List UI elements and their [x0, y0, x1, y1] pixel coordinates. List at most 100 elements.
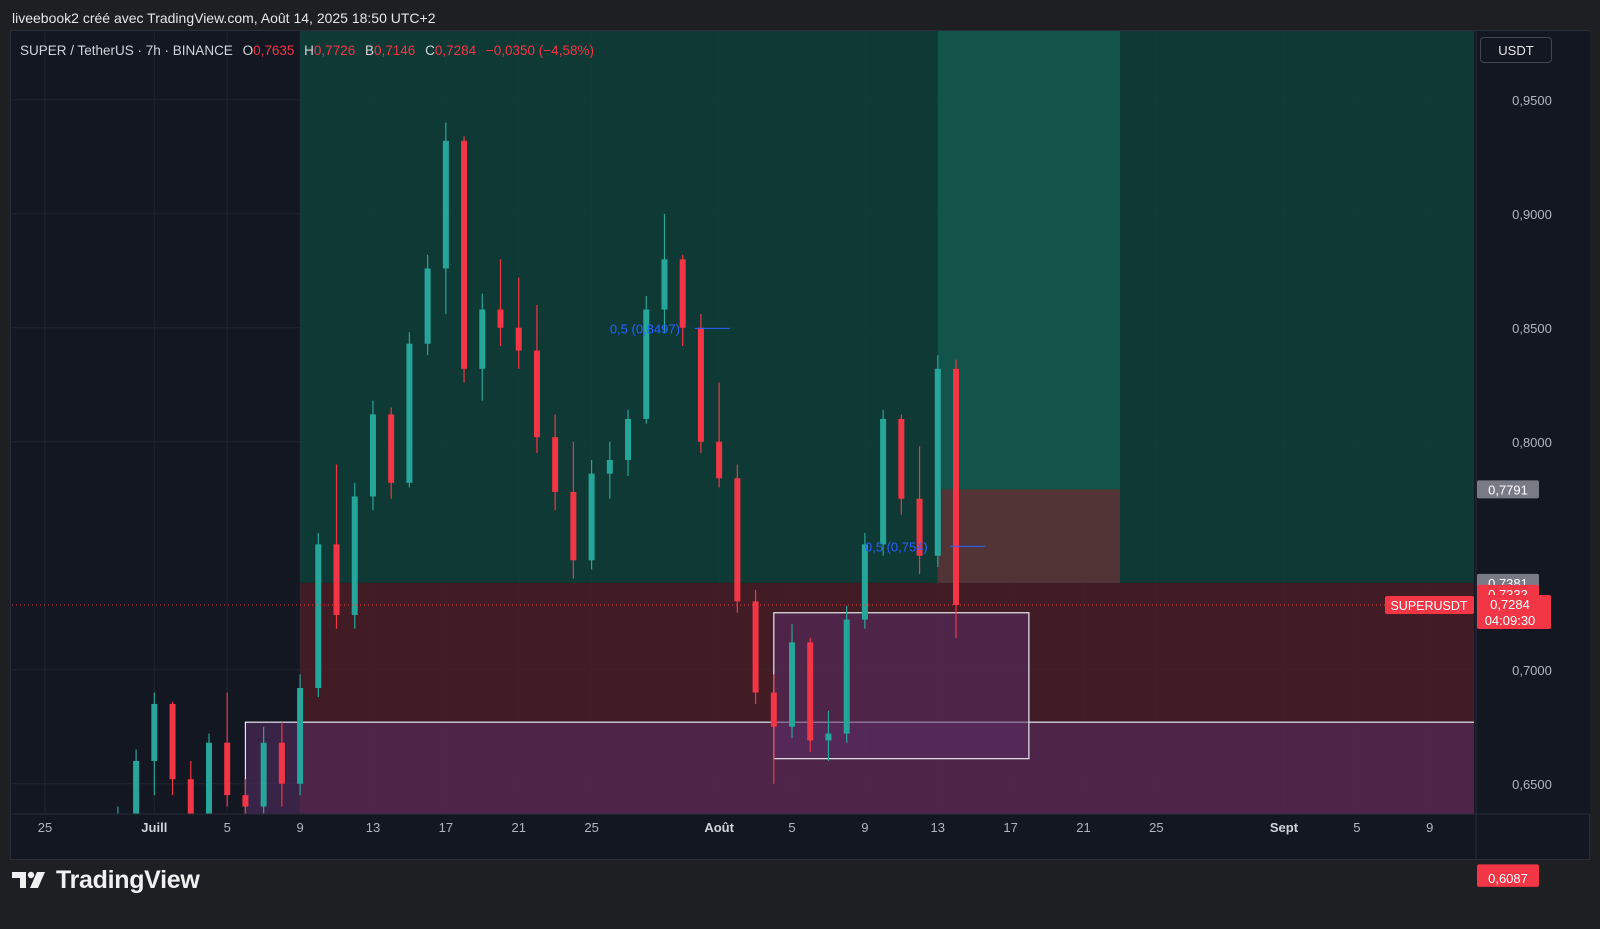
candle-down	[552, 414, 559, 511]
candle-body	[661, 259, 668, 310]
candle-down	[461, 136, 468, 383]
candle-down	[497, 259, 504, 346]
candle-body	[606, 459, 613, 474]
candle-down	[388, 407, 395, 499]
candle-down	[169, 701, 176, 796]
symbol-title: SUPER / TetherUS · 7h · BINANCE	[20, 43, 233, 58]
y-tick-label: 0,8500	[1512, 321, 1552, 336]
price-axis	[1476, 31, 1590, 814]
candle-body	[643, 309, 650, 419]
high-label: H	[304, 43, 314, 58]
target-zone-wide	[300, 31, 1474, 583]
x-tick-label: Sept	[1270, 820, 1299, 835]
candle-body	[388, 414, 395, 483]
price-tag-bg	[1477, 480, 1539, 499]
candle-body	[242, 795, 249, 807]
candle-up	[825, 710, 832, 761]
candle-body	[898, 418, 905, 499]
x-tick-label: 9	[1426, 820, 1433, 835]
candle-body	[479, 309, 486, 369]
x-tick-label: 13	[931, 820, 945, 835]
change-value: −0,0350 (−4,58%)	[485, 43, 594, 58]
candle-body	[406, 343, 413, 483]
candle-body	[351, 496, 358, 616]
candle-up	[351, 482, 358, 629]
footer-brand-text: TradingView	[56, 865, 200, 894]
candle-body	[697, 327, 704, 442]
current-price-bg	[1477, 595, 1551, 629]
x-tick-label: 13	[366, 820, 380, 835]
price-tag: 0,7791	[1477, 480, 1539, 499]
x-tick-label: 5	[1353, 820, 1360, 835]
candle-body	[515, 327, 522, 351]
candle-down	[898, 414, 905, 515]
candle-body	[224, 742, 231, 796]
candle-up	[934, 355, 941, 568]
footer-brand: TradingView	[12, 860, 200, 900]
tradingview-logo-icon	[12, 871, 45, 888]
candle-down	[224, 692, 231, 807]
close-label: C	[425, 43, 435, 58]
candle-body	[260, 742, 267, 807]
support-box-3	[773, 612, 1030, 760]
low-value: 0,7146	[374, 43, 416, 58]
y-tick-label: 0,9000	[1512, 207, 1552, 222]
candle-down	[278, 722, 285, 807]
candle-down	[716, 382, 723, 488]
candle-body	[169, 703, 176, 780]
candle-body	[807, 642, 814, 741]
fib-label: 0,5 (0,754)	[865, 539, 928, 554]
candle-up	[588, 459, 595, 570]
fib-label: 0,5 (0,8497)	[610, 321, 680, 336]
candle-body	[843, 619, 850, 734]
countdown-text: 04:09:30	[1485, 613, 1536, 628]
x-tick-label: 25	[38, 820, 52, 835]
candle-up	[442, 122, 449, 315]
x-tick-label: 5	[224, 820, 231, 835]
y-tick-label: 0,7000	[1512, 663, 1552, 678]
candle-up	[880, 409, 887, 556]
symbol-tag: SUPERUSDT	[1385, 596, 1474, 614]
candle-body	[133, 760, 140, 814]
candle-body	[953, 368, 959, 605]
candle-body	[934, 368, 941, 556]
candle-up	[861, 532, 868, 629]
x-tick-label: 21	[511, 820, 525, 835]
candle-up	[424, 254, 431, 356]
candle-down	[752, 589, 759, 704]
candle-body	[861, 544, 868, 620]
close-value: 0,7284	[434, 43, 477, 58]
high-value: 0,7726	[313, 43, 356, 58]
x-tick-label: 21	[1076, 820, 1090, 835]
x-tick-label: 25	[1149, 820, 1163, 835]
candle-body	[533, 350, 540, 438]
low-label: B	[364, 43, 374, 58]
candle-up	[315, 532, 322, 698]
stop-zone	[937, 489, 1120, 583]
candle-up	[843, 605, 850, 743]
x-tick-label: 17	[439, 820, 453, 835]
currency-button[interactable]: USDT	[1480, 37, 1552, 63]
price-tag-text: 0,6087	[1488, 871, 1528, 886]
x-tick-label: 17	[1003, 820, 1017, 835]
y-tick-label: 0,9500	[1512, 93, 1552, 108]
candle-up	[133, 749, 140, 814]
candle-body	[916, 498, 923, 556]
y-tick-label: 0,8000	[1512, 435, 1552, 450]
candle-down	[570, 441, 577, 579]
candle-up	[151, 692, 158, 796]
candle-body	[187, 779, 194, 814]
candle-down	[187, 760, 194, 814]
candle-up	[6, 841, 12, 921]
candle-up	[479, 293, 486, 401]
candle-body	[825, 733, 832, 741]
price-tag: 0,6087	[1477, 868, 1539, 887]
overlays: 0,5 (0,8497) 0,5 (0,754)	[12, 321, 1474, 606]
candle-down	[697, 314, 704, 454]
candle-down	[734, 464, 741, 613]
candle-up	[606, 441, 613, 499]
candle-body	[752, 601, 759, 693]
candles	[6, 122, 959, 921]
